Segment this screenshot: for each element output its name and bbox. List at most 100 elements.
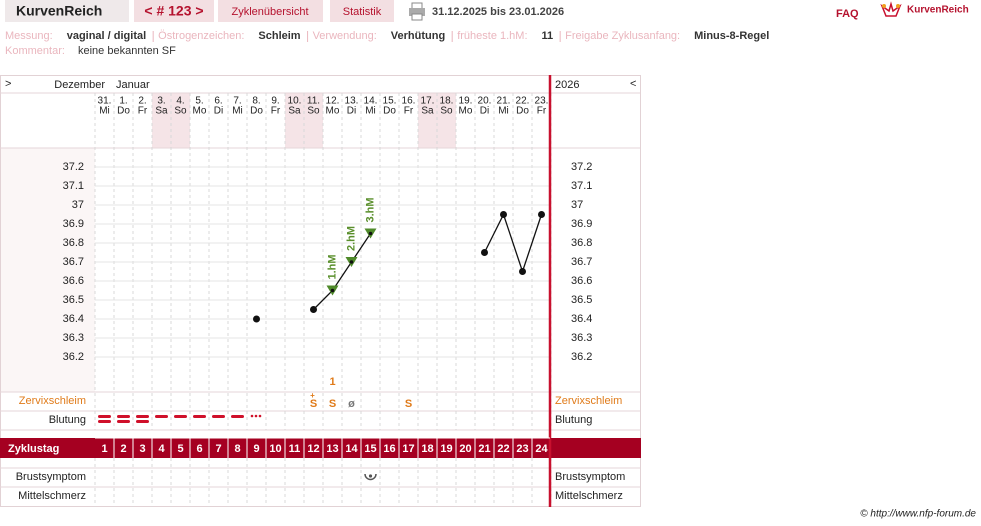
temperature-point <box>481 249 488 256</box>
hm-label: 3.hM <box>364 197 376 222</box>
cycle-day: 14 <box>345 443 358 455</box>
row-label: Mittelschmerz <box>555 490 623 502</box>
temperature-point <box>310 306 317 313</box>
y-tick-label: 37 <box>571 199 583 211</box>
tab-bg[interactable] <box>218 0 323 22</box>
info-label: Messung: <box>5 30 53 42</box>
cycle-day: 21 <box>478 443 490 455</box>
cervix-mark: + <box>310 391 315 400</box>
y-tick-label: 36.9 <box>571 218 592 230</box>
row-label: Blutung <box>555 414 592 426</box>
info-value: 11 <box>542 30 554 42</box>
row-label: Mittelschmerz <box>18 490 86 502</box>
weekday-label: Di <box>214 106 223 117</box>
weekday-label: Fr <box>404 106 414 117</box>
weekday-label: Mo <box>459 106 473 117</box>
date-label: 9. <box>271 96 279 107</box>
date-label: 16. <box>402 96 416 107</box>
date-label: 17. <box>421 96 435 107</box>
y-tick-label: 36.3 <box>63 332 84 344</box>
cervix-mark: ø <box>348 398 355 410</box>
date-label: 14. <box>364 96 378 107</box>
temperature-point <box>253 315 260 323</box>
weekend-column <box>152 93 171 148</box>
row-label: Zervixschleim <box>19 395 86 407</box>
y-tick-label: 36.8 <box>63 237 84 249</box>
y-tick-label: 36.8 <box>571 237 592 249</box>
info-value: Schleim <box>258 30 300 42</box>
breast-symptom-icon <box>364 473 377 481</box>
weekday-label: So <box>307 106 320 117</box>
tab[interactable]: Zyklenübersicht <box>231 6 308 18</box>
cycle-day: 11 <box>289 443 301 455</box>
weekend-column <box>304 93 323 148</box>
y-tick-label: 37.2 <box>63 161 84 173</box>
date-range: 31.12.2025 bis 23.01.2026 <box>432 6 564 18</box>
faq-link[interactable]: FAQ <box>836 8 859 20</box>
date-label: 12. <box>326 96 340 107</box>
weekday-label: Do <box>250 106 263 117</box>
prev-arrow[interactable]: > <box>5 78 11 90</box>
cervix-mark: S <box>405 398 412 410</box>
temperature-hm-center <box>349 260 354 264</box>
date-label: 15. <box>383 96 397 107</box>
cervix-mark: 1 <box>329 376 335 388</box>
weekday-label: Mi <box>498 106 509 117</box>
next-arrow[interactable]: < <box>630 78 636 90</box>
tab-bg[interactable] <box>330 0 394 22</box>
y-tick-label: 36.2 <box>63 351 84 363</box>
cycle-day-row <box>0 438 641 458</box>
y-tick-label: 37 <box>72 199 84 211</box>
y-tick-label: 36.6 <box>63 275 84 287</box>
cycle-day: 7 <box>215 443 221 455</box>
y-tick-label: 37.1 <box>571 180 592 192</box>
cycle-day: 13 <box>326 443 338 455</box>
cycle-day: 1 <box>101 443 107 455</box>
tab[interactable]: Statistik <box>343 6 382 18</box>
date-label: 4. <box>176 96 184 107</box>
date-label: 5. <box>195 96 203 107</box>
date-label: 18. <box>440 96 454 107</box>
date-label: 2. <box>138 96 146 107</box>
temperature-point <box>538 211 545 218</box>
cycle-day: 15 <box>364 443 376 455</box>
cycle-day: 5 <box>177 443 183 455</box>
date-label: 7. <box>233 96 241 107</box>
date-label: 8. <box>252 96 260 107</box>
y-tick-label: 36.3 <box>571 332 592 344</box>
y-tick-label: 36.4 <box>63 313 84 325</box>
cycle-day: 16 <box>383 443 395 455</box>
date-label: 1. <box>119 96 127 107</box>
info-value: Minus-8-Regel <box>694 30 769 42</box>
logo-text: KurvenReich <box>907 5 969 16</box>
y-tick-label: 36.5 <box>63 294 84 306</box>
row-label: Brustsymptom <box>16 471 86 483</box>
cycle-day: 8 <box>234 443 240 455</box>
weekday-label: Do <box>117 106 130 117</box>
cycle-day: 12 <box>307 443 319 455</box>
weekday-label: Mo <box>193 106 207 117</box>
date-label: 22. <box>516 96 530 107</box>
y-tick-label: 37.1 <box>63 180 84 192</box>
date-label: 23. <box>535 96 549 107</box>
date-label: 11. <box>307 96 320 107</box>
cycle-nav[interactable]: < # 123 > <box>144 3 203 19</box>
weekend-column <box>171 93 190 148</box>
print-icon[interactable] <box>409 2 425 21</box>
row-label: Brustsymptom <box>555 471 625 483</box>
weekday-label: Di <box>480 106 489 117</box>
info: Messung: vaginal / digital Östrogenzeichen… <box>5 30 769 42</box>
row-label: Zyklustag <box>8 443 59 455</box>
bleeding-marks <box>98 414 262 423</box>
weekend-shading <box>152 93 456 148</box>
y-tick-label: 36.4 <box>571 313 592 325</box>
plot: 31.Mi11.Do22.Fr33.Sa44.So55.Mo66.Di77.Mi… <box>95 96 550 458</box>
date-label: 13. <box>345 96 359 107</box>
cycle-nav-tab[interactable] <box>134 0 214 22</box>
y-tick-label: 36.7 <box>571 256 592 268</box>
cervix-mark: S <box>329 398 336 410</box>
year: 2026 <box>555 79 579 91</box>
weekday-label: Fr <box>138 106 148 117</box>
info-value: vaginal / digital <box>67 30 146 42</box>
cycle-day: 22 <box>497 443 509 455</box>
